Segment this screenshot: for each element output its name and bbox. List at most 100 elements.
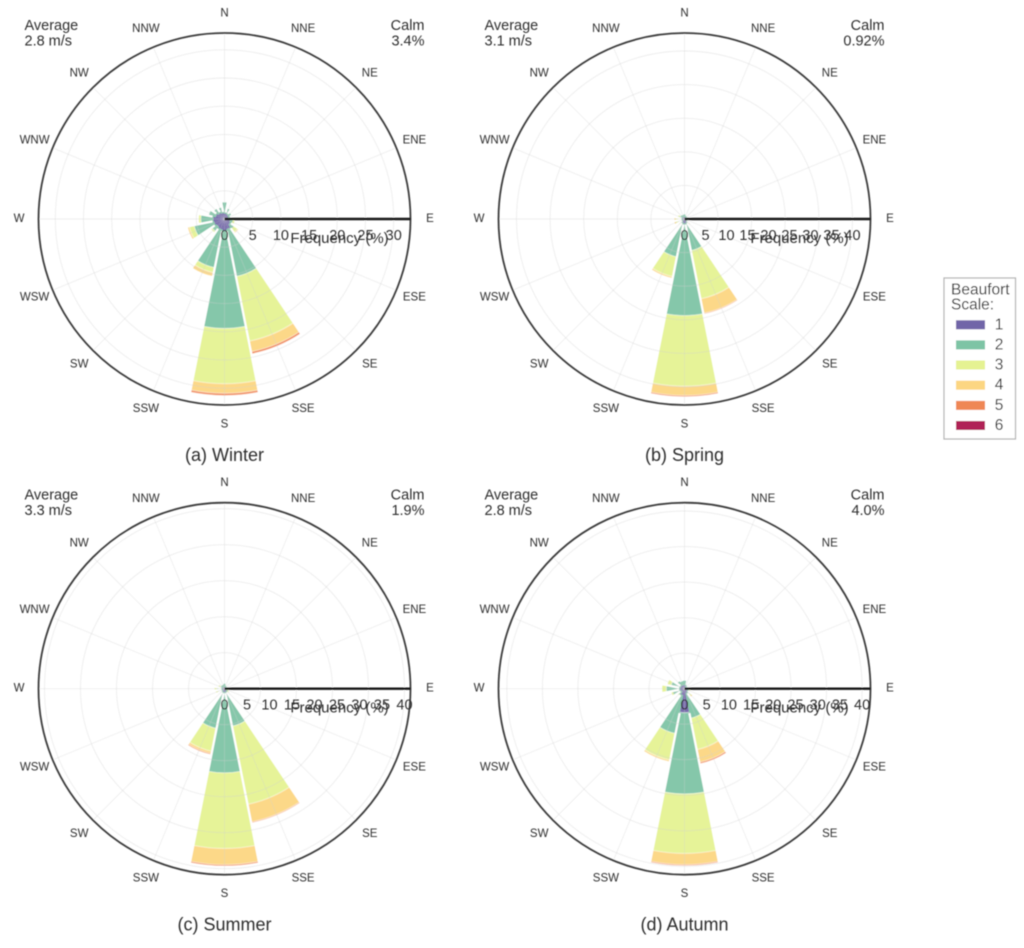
svg-text:NNW: NNW: [132, 23, 160, 35]
svg-text:N: N: [680, 477, 688, 489]
svg-text:NNE: NNE: [751, 23, 776, 35]
svg-text:SSW: SSW: [593, 873, 619, 885]
svg-text:NW: NW: [530, 68, 549, 80]
svg-text:ESE: ESE: [403, 761, 426, 773]
svg-text:ENE: ENE: [403, 604, 427, 616]
svg-text:Average: Average: [485, 18, 539, 34]
svg-text:35: 35: [832, 698, 848, 714]
svg-text:Calm: Calm: [391, 18, 425, 34]
svg-text:E: E: [426, 213, 434, 225]
svg-text:40: 40: [854, 698, 870, 714]
svg-text:3.1 m/s: 3.1 m/s: [485, 34, 533, 50]
svg-text:Scale:: Scale:: [951, 297, 994, 314]
svg-text:W: W: [474, 213, 485, 225]
svg-text:NW: NW: [530, 537, 549, 549]
svg-text:4.0%: 4.0%: [851, 503, 884, 519]
svg-text:10: 10: [718, 228, 734, 244]
svg-text:W: W: [14, 213, 25, 225]
svg-text:SSE: SSE: [292, 403, 315, 415]
svg-text:ENE: ENE: [403, 134, 427, 146]
svg-text:WNW: WNW: [480, 134, 510, 146]
svg-text:ENE: ENE: [863, 134, 887, 146]
svg-text:20: 20: [306, 698, 322, 714]
svg-text:3: 3: [995, 357, 1004, 374]
svg-text:1: 1: [995, 316, 1004, 333]
svg-text:SSW: SSW: [593, 403, 619, 415]
svg-text:5: 5: [995, 397, 1004, 414]
svg-text:S: S: [221, 888, 229, 900]
svg-text:SW: SW: [530, 358, 549, 370]
svg-text:2: 2: [995, 336, 1004, 353]
svg-text:25: 25: [781, 228, 797, 244]
svg-text:Frequency (%): Frequency (%): [290, 230, 388, 247]
svg-text:1.9%: 1.9%: [391, 503, 424, 519]
svg-text:NE: NE: [362, 537, 378, 549]
svg-text:5: 5: [703, 698, 711, 714]
svg-text:20: 20: [765, 698, 781, 714]
svg-text:Frequency (%): Frequency (%): [290, 700, 388, 717]
svg-text:0.92%: 0.92%: [843, 34, 884, 50]
svg-text:40: 40: [396, 698, 412, 714]
svg-text:ESE: ESE: [863, 292, 886, 304]
svg-text:30: 30: [802, 228, 818, 244]
svg-text:(d) Autumn: (d) Autumn: [640, 915, 728, 935]
svg-text:E: E: [886, 683, 894, 695]
svg-text:NE: NE: [362, 68, 378, 80]
svg-text:NNW: NNW: [592, 493, 620, 505]
svg-text:E: E: [426, 683, 434, 695]
svg-text:SW: SW: [530, 828, 549, 840]
svg-text:W: W: [14, 683, 25, 695]
svg-text:(c) Summer: (c) Summer: [178, 915, 272, 935]
svg-text:Average: Average: [485, 488, 539, 504]
svg-text:10: 10: [273, 228, 289, 244]
svg-text:15: 15: [743, 698, 759, 714]
svg-text:Average: Average: [25, 488, 79, 504]
svg-text:SSE: SSE: [292, 873, 315, 885]
svg-text:25: 25: [787, 698, 803, 714]
svg-text:0: 0: [680, 698, 688, 714]
svg-text:WSW: WSW: [480, 292, 510, 304]
svg-text:0: 0: [220, 698, 228, 714]
svg-text:N: N: [220, 8, 228, 20]
svg-text:SE: SE: [362, 828, 378, 840]
svg-text:5: 5: [249, 228, 257, 244]
svg-text:10: 10: [721, 698, 737, 714]
svg-text:20: 20: [329, 228, 345, 244]
svg-text:ESE: ESE: [863, 761, 886, 773]
svg-text:SSW: SSW: [133, 873, 159, 885]
svg-text:NNW: NNW: [132, 493, 160, 505]
svg-text:15: 15: [739, 228, 755, 244]
svg-text:Frequency (%): Frequency (%): [750, 230, 848, 247]
svg-text:Average: Average: [25, 18, 79, 34]
svg-text:SE: SE: [822, 828, 838, 840]
svg-text:35: 35: [823, 228, 839, 244]
svg-text:0: 0: [220, 228, 228, 244]
svg-text:S: S: [681, 419, 689, 431]
svg-text:2.8 m/s: 2.8 m/s: [25, 34, 73, 50]
svg-text:SE: SE: [362, 358, 378, 370]
svg-text:NNW: NNW: [592, 23, 620, 35]
svg-text:SSW: SSW: [133, 403, 159, 415]
svg-text:SE: SE: [822, 358, 838, 370]
svg-text:NNE: NNE: [291, 23, 316, 35]
svg-text:SSE: SSE: [752, 403, 775, 415]
svg-text:WSW: WSW: [20, 761, 50, 773]
svg-text:(b) Spring: (b) Spring: [645, 445, 724, 465]
svg-text:15: 15: [301, 228, 317, 244]
svg-text:SSE: SSE: [752, 873, 775, 885]
svg-text:Beaufort: Beaufort: [951, 282, 1010, 299]
svg-text:4: 4: [995, 377, 1004, 394]
svg-text:NW: NW: [70, 68, 89, 80]
svg-text:NNE: NNE: [291, 493, 316, 505]
svg-text:25: 25: [357, 228, 373, 244]
svg-text:35: 35: [374, 698, 390, 714]
svg-text:20: 20: [760, 228, 776, 244]
svg-text:10: 10: [261, 698, 277, 714]
svg-text:NE: NE: [822, 68, 838, 80]
svg-text:SW: SW: [70, 828, 89, 840]
svg-text:N: N: [680, 8, 688, 20]
svg-text:E: E: [886, 213, 894, 225]
svg-text:30: 30: [810, 698, 826, 714]
svg-text:WSW: WSW: [480, 761, 510, 773]
svg-text:25: 25: [329, 698, 345, 714]
